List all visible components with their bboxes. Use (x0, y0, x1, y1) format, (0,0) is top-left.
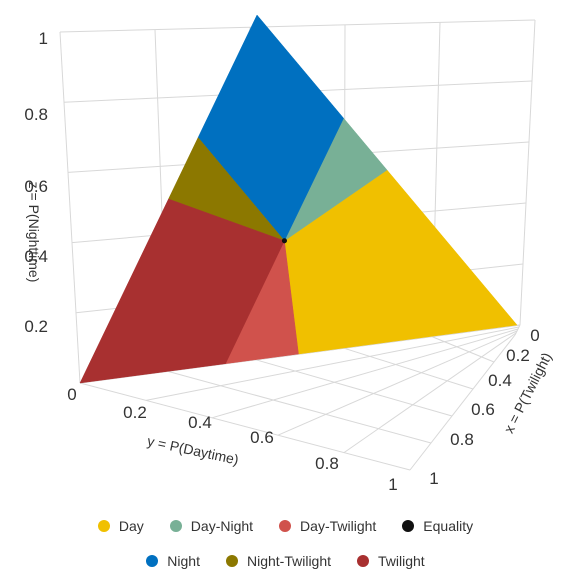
legend-item-day[interactable]: Day (97, 518, 144, 534)
floor-gridline-y (343, 347, 474, 390)
z-tick-label: 0.2 (24, 317, 48, 336)
floor-gridline-x (277, 330, 518, 436)
y-tick-label: 0.8 (315, 454, 339, 473)
floor-gridline-x (211, 328, 519, 419)
x-tick-label: 1 (429, 469, 438, 488)
back-wall-h-gridline (59, 19, 536, 33)
surface-regions[interactable] (79, 14, 518, 384)
region-twilight[interactable] (79, 198, 285, 384)
legend-item-day-night[interactable]: Day-Night (169, 518, 254, 534)
legend-label: Equality (423, 518, 474, 534)
legend-label: Night-Twilight (246, 553, 332, 569)
legend-swatch (97, 520, 110, 532)
x-tick-label: 0.4 (488, 371, 512, 390)
z-tick-label: 0.8 (24, 105, 48, 124)
legend-label: Night (167, 553, 200, 569)
back-wall-v-gridline (519, 19, 536, 326)
z-tick-label: 0.6 (24, 177, 48, 196)
legend-swatch (146, 555, 159, 567)
z-tick-label: 0.4 (24, 247, 48, 266)
floor-gridline-x (409, 334, 516, 471)
equality-point[interactable] (281, 238, 287, 244)
y-tick-label: 0 (67, 385, 76, 404)
legend-label: Day-Twilight (300, 518, 377, 534)
legend-item-twilight[interactable]: Twilight (357, 553, 425, 569)
y-tick-label: 0.6 (250, 428, 274, 447)
floor-gridline-y (431, 336, 495, 363)
legend-row-1: Day Day-Night Day-Twilight Equality (0, 518, 571, 534)
legend-swatch (357, 555, 370, 567)
x-tick-label: 0.2 (506, 346, 530, 365)
x-tick-label: 0 (530, 326, 539, 345)
x-tick-label: 0.6 (471, 400, 495, 419)
z-axis-title: z = P(Nighttime) (26, 182, 42, 283)
floor-gridline-y (255, 359, 453, 417)
legend-item-night[interactable]: Night (146, 553, 200, 569)
y-axis-title: y = P(Daytime) (146, 433, 240, 468)
legend-item-day-twilight[interactable]: Day-Twilight (279, 518, 376, 534)
legend-label: Day (118, 518, 144, 534)
back-wall-v-gridline (59, 31, 81, 384)
x-tick-label: 0.8 (450, 430, 474, 449)
legend-swatch (169, 520, 182, 532)
floor-gridline-y (79, 382, 411, 471)
legend-swatch (402, 520, 415, 532)
legend-row-2: Night Night-Twilight Twilight (0, 553, 571, 569)
legend-swatch (279, 520, 292, 532)
legend-item-equality[interactable]: Equality (402, 518, 473, 534)
floor-gridline-y (167, 370, 432, 444)
floor-gridline-x (343, 332, 517, 454)
z-tick-label: 1 (39, 29, 48, 48)
floor-gridline-y (514, 324, 521, 336)
ternary-3d-chart[interactable]: 0.20.40.60.8100.20.40.60.8100.20.40.60.8… (0, 0, 571, 510)
legend-item-night-twilight[interactable]: Night-Twilight (225, 553, 332, 569)
floor-gridline-x (145, 326, 520, 401)
y-tick-label: 1 (388, 475, 397, 494)
axis-ticks: 0.20.40.60.8100.20.40.60.8100.20.40.60.8… (24, 29, 539, 494)
legend-label: Twilight (378, 553, 425, 569)
legend-swatch (225, 555, 238, 567)
y-tick-label: 0.4 (188, 413, 212, 432)
legend-label: Day-Night (190, 518, 254, 534)
y-tick-label: 0.2 (123, 403, 147, 422)
